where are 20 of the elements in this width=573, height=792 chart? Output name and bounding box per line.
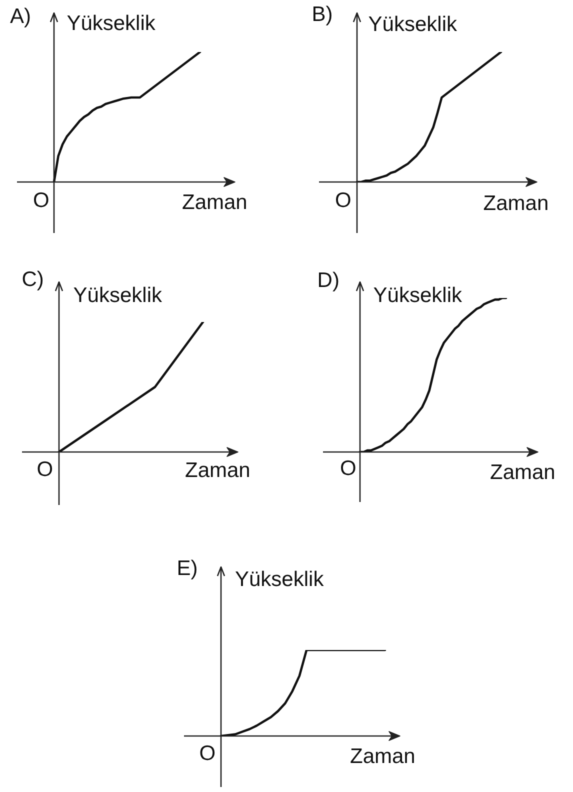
chart-title: E) <box>176 556 198 580</box>
y-axis-title: Yükseklik <box>373 284 462 307</box>
chart-title: D) <box>317 268 340 292</box>
x-axis-title: Zaman <box>350 744 416 768</box>
x-axis-title: Zaman <box>182 190 248 214</box>
text: O <box>199 742 216 765</box>
chart-title: C) <box>22 268 44 292</box>
x-axis-title: Zaman <box>483 192 549 215</box>
text: O <box>340 456 356 480</box>
y-axis-title: Yükseklik <box>66 12 156 35</box>
x-axis-title: Zaman <box>490 460 556 484</box>
y-axis-title: Yükseklik <box>73 284 162 307</box>
x-axis-title: Zaman <box>185 459 250 482</box>
y-axis-title: Yükseklik <box>235 568 324 592</box>
text: O <box>335 189 352 212</box>
y-axis-title: Yükseklik <box>368 13 457 36</box>
chart-title: B) <box>312 2 333 26</box>
text: O <box>36 458 54 482</box>
chart-title: A) <box>10 4 31 28</box>
text: O <box>33 189 50 212</box>
